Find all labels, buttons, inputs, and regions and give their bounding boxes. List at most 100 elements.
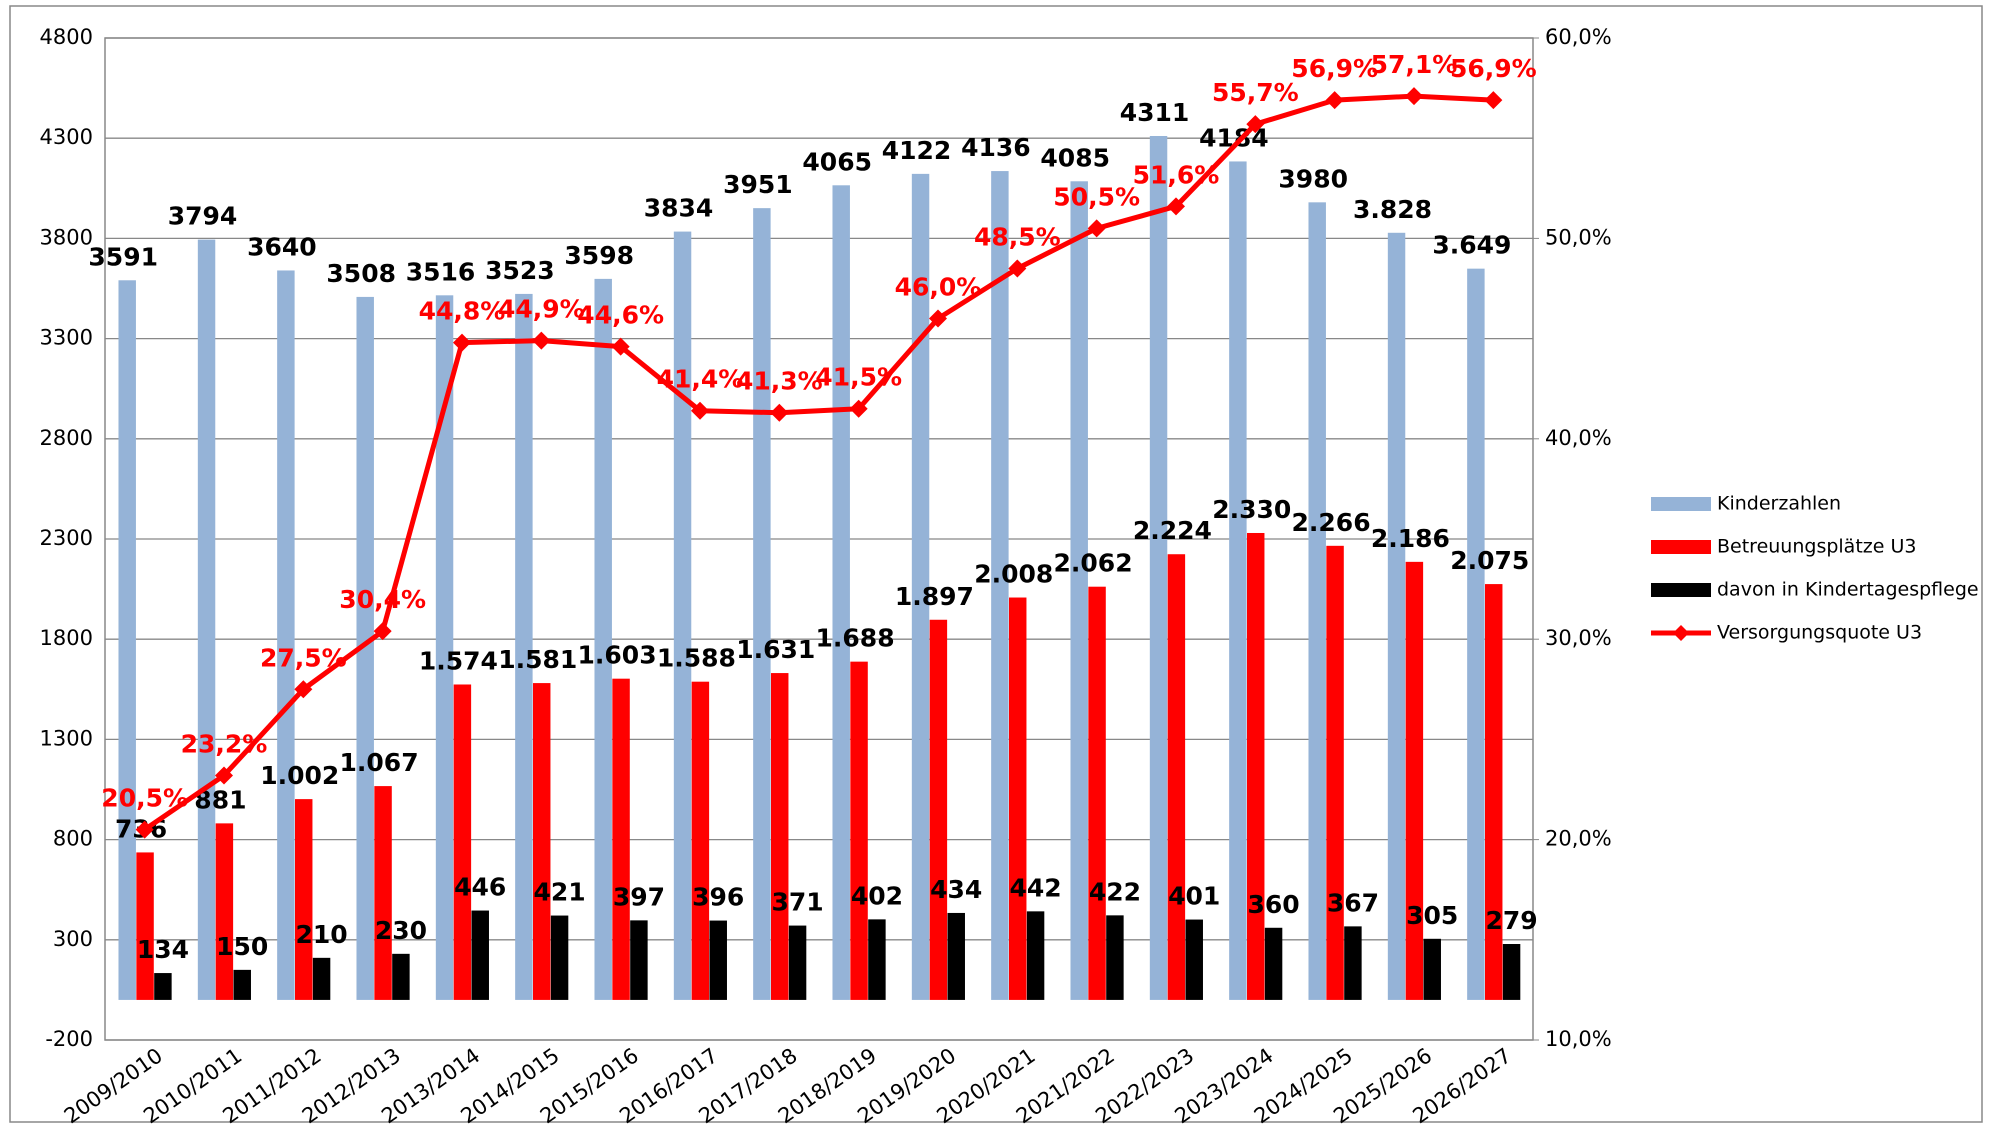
y2-tick-label: 40,0% [1545,426,1612,450]
data-label: 434 [930,875,982,904]
bar [1149,135,1168,1000]
marker [929,309,947,328]
data-label: 56,9% [1450,54,1537,83]
data-label: 30,4% [339,585,426,614]
data-label: 4122 [882,136,952,165]
y-tick-label: -200 [45,1027,93,1051]
bar [788,925,807,1000]
bar [1423,938,1441,1000]
bar [771,673,789,1000]
data-label: 3523 [485,256,555,285]
bar [435,295,454,1000]
data-label: 1.067 [340,748,419,777]
data-label: 1.002 [260,761,339,790]
data-label: 20,5% [101,784,188,813]
data-label: 2.075 [1450,546,1529,575]
data-label: 397 [613,882,665,911]
data-label: 279 [1485,906,1537,935]
bar [1229,161,1247,1000]
data-label: 210 [295,920,347,949]
data-label: 1.631 [736,635,815,664]
data-label: 2.008 [974,560,1053,589]
legend-swatch [1651,583,1711,597]
data-label: 3591 [88,242,158,271]
bar [1485,584,1503,1000]
y-tick-label: 800 [53,827,93,851]
data-label: 2.062 [1054,549,1133,578]
bar [1264,927,1283,1000]
bar [1185,919,1203,1000]
data-label: 3834 [644,194,714,223]
bar [471,910,489,1000]
data-label: 23,2% [181,729,268,758]
marker [294,680,313,699]
bar [515,293,533,1000]
data-label: 2.224 [1133,516,1212,545]
marker [1484,91,1503,110]
data-label: 305 [1406,901,1458,930]
marker [770,403,789,422]
bar [1467,268,1485,1000]
marker [611,337,630,356]
legend-label: Kinderzahlen [1717,493,1841,515]
bar [929,619,948,1000]
bar [1106,915,1124,1000]
marker [1405,87,1423,106]
y2-tick-label: 30,0% [1545,626,1612,650]
data-label: 44,8% [419,297,506,326]
data-label: 401 [1168,882,1220,911]
bar [374,786,392,1000]
marker [1246,115,1265,134]
bar [1405,561,1424,1000]
data-label: 422 [1089,877,1141,906]
bar [1326,545,1344,1000]
data-label: 134 [137,935,189,964]
bar [392,953,410,1000]
y-tick-label: 1800 [40,626,93,650]
bar [1026,911,1045,1000]
legend-swatch [1651,540,1711,554]
data-label: 230 [375,916,427,945]
y-tick-label: 3800 [40,225,93,249]
data-label: 360 [1247,890,1299,919]
bar [630,920,648,1000]
bar [850,661,868,1000]
bar [1070,181,1088,1000]
data-label: 56,9% [1291,54,1378,83]
data-label: 1.897 [895,582,974,611]
data-label: 48,5% [974,222,1061,251]
bar [1167,554,1186,1000]
data-label: 41,3% [736,367,823,396]
bar [312,957,331,1000]
bar [356,296,374,1000]
data-label: 3.828 [1353,195,1432,224]
y-tick-label: 4800 [40,25,93,49]
bar [911,173,930,1000]
marker [1087,219,1106,238]
legend-swatch [1651,497,1711,511]
data-label: 1.581 [498,645,577,674]
data-label: 51,6% [1133,160,1220,189]
y-tick-label: 2300 [40,526,93,550]
marker [1008,259,1027,278]
bar [1009,597,1027,1000]
data-label: 367 [1327,888,1379,917]
bar [118,280,136,1000]
data-label: 3598 [564,241,634,270]
data-label: 2.266 [1292,508,1371,537]
legend-label: Versorgungsquote U3 [1717,622,1922,644]
data-label: 1.688 [816,624,895,653]
bar [215,823,234,1000]
legend-marker [1673,625,1689,641]
data-label: 4311 [1120,98,1190,127]
bar [550,915,569,1000]
bar [197,239,216,1000]
marker [135,820,154,839]
legend-label: davon in Kindertagespflege [1717,579,1979,601]
data-label: 3794 [168,202,238,231]
y2-tick-label: 20,0% [1545,827,1612,851]
line [143,93,1494,832]
data-label: 371 [771,888,823,917]
bar [594,278,612,1000]
data-label: 446 [454,873,506,902]
